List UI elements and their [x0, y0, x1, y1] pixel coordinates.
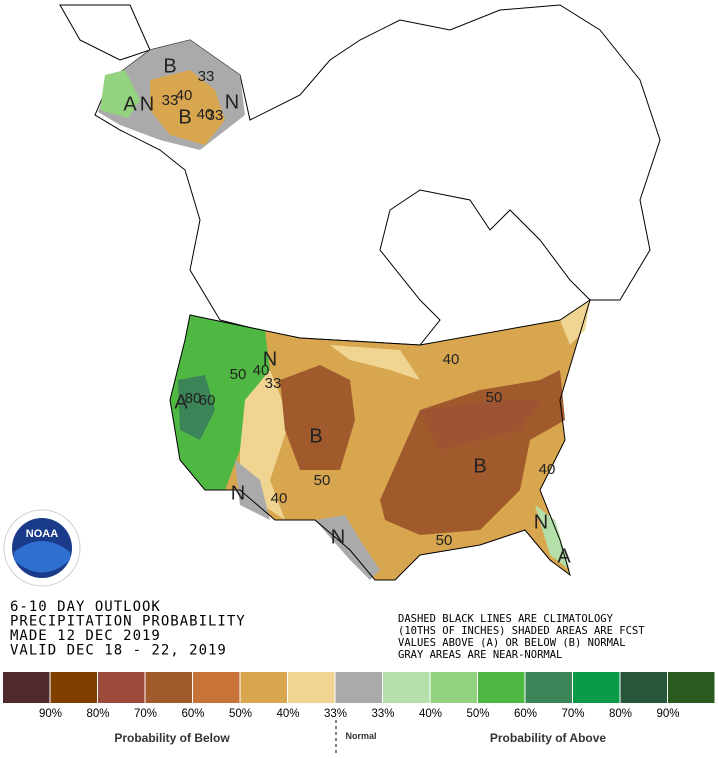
map-label: 33 — [207, 107, 224, 124]
map-note: DASHED BLACK LINES ARE CLIMATOLOGY — [398, 613, 614, 625]
legend-label: 70% — [561, 708, 584, 720]
map-label: 50 — [486, 389, 503, 406]
legend-label: 90% — [39, 708, 62, 720]
legend-swatch — [240, 672, 287, 703]
map-label: 40 — [539, 461, 556, 478]
legend-swatch — [430, 672, 477, 703]
us-border — [169, 298, 591, 581]
legend-swatch — [668, 672, 715, 703]
legend-label: 33% — [371, 708, 394, 720]
map-note: VALUES ABOVE (A) OR BELOW (B) NORMAL — [398, 637, 626, 649]
map-label: A — [557, 545, 571, 567]
legend-swatch — [478, 672, 525, 703]
map-note: (10THS OF INCHES) SHADED AREAS ARE FCST — [398, 625, 645, 637]
legend-swatch — [3, 672, 50, 703]
logo-text: NOAA — [26, 528, 58, 540]
map-label: B — [178, 106, 191, 128]
legend-label: 80% — [86, 708, 109, 720]
logo: NOAA — [3, 509, 81, 587]
map-label: 40 — [197, 106, 214, 123]
map-label: N — [140, 93, 154, 115]
legend-swatch — [525, 672, 572, 703]
alaska-forecast — [98, 40, 245, 150]
legend-label: 60% — [514, 708, 537, 720]
legend-swatch — [193, 672, 240, 703]
outlook-header: MADE 12 DEC 2019 — [10, 628, 161, 644]
map-label: N — [225, 91, 239, 113]
map-label: 33 — [162, 92, 179, 109]
map-label: N — [231, 482, 245, 504]
map-note: GRAY AREAS ARE NEAR-NORMAL — [398, 649, 562, 661]
map-label: 33 — [198, 68, 215, 85]
map-label: 50 — [314, 472, 331, 489]
outlook-header: PRECIPITATION PROBABILITY — [10, 614, 246, 630]
map-label: B — [473, 455, 486, 477]
legend-swatch — [50, 672, 97, 703]
legend-label: 70% — [134, 708, 157, 720]
map-label: 40 — [271, 490, 288, 507]
map-label: 50 — [230, 366, 247, 383]
legend-swatch — [145, 672, 192, 703]
map-label: N — [534, 511, 548, 533]
legend-label: 60% — [181, 708, 204, 720]
legend-normal: Normal — [345, 731, 376, 741]
outlook-header: 6-10 DAY OUTLOOK — [10, 599, 161, 615]
map-label: 80 — [185, 390, 202, 407]
legend-label: 40% — [276, 708, 299, 720]
outlook-header: VALID DEC 18 - 22, 2019 — [10, 643, 227, 659]
legend-label: 50% — [466, 708, 489, 720]
map-label: 60 — [199, 392, 216, 409]
legend-label: 40% — [419, 708, 442, 720]
map-label: 50 — [436, 532, 453, 549]
map-label: A — [174, 391, 188, 413]
map-label: 40 — [253, 362, 270, 379]
legend-swatch — [573, 672, 620, 703]
legend-label: 50% — [229, 708, 252, 720]
legend-label: 80% — [609, 708, 632, 720]
map-label: N — [331, 526, 345, 548]
legend-above: Probability of Above — [490, 731, 607, 745]
legend-swatch — [620, 672, 667, 703]
map-label: N — [263, 348, 277, 370]
map-label: 33 — [265, 375, 282, 392]
map-label: 40 — [176, 87, 193, 104]
legend-swatch — [335, 672, 382, 703]
legend-below: Probability of Below — [114, 731, 230, 745]
map-label: B — [163, 55, 176, 77]
us-forecast — [170, 300, 590, 580]
legend-label: 33% — [324, 708, 347, 720]
map-label: 40 — [443, 351, 460, 368]
map-label: B — [309, 425, 322, 447]
map-label: A — [123, 93, 137, 115]
legend-swatch — [288, 672, 335, 703]
legend-swatch — [383, 672, 430, 703]
legend-label: 90% — [656, 708, 679, 720]
legend-swatch — [98, 672, 145, 703]
